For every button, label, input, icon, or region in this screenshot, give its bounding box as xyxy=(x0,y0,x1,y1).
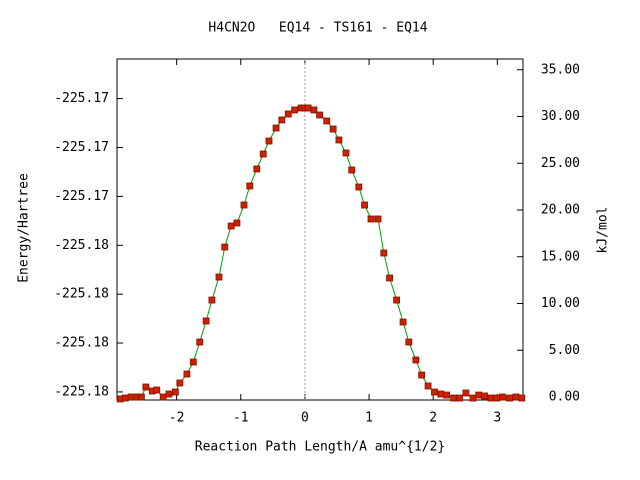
data-point xyxy=(418,371,426,379)
y-tick-label: -225.17 xyxy=(54,189,109,204)
x-tick-label: 2 xyxy=(429,411,437,426)
data-point xyxy=(291,106,299,114)
data-point xyxy=(412,356,420,364)
data-point xyxy=(323,117,331,125)
data-point xyxy=(284,110,292,118)
data-point xyxy=(487,394,495,402)
data-point xyxy=(127,393,135,401)
data-point xyxy=(374,215,382,223)
data-point xyxy=(499,393,506,401)
data-point xyxy=(512,393,520,401)
data-point xyxy=(153,386,161,394)
y2-axis-label: kJ/mol xyxy=(596,207,611,254)
data-point xyxy=(246,182,254,190)
y-tick-label: -225.18 xyxy=(54,384,109,399)
data-point xyxy=(399,318,407,326)
data-point xyxy=(183,370,191,378)
y2-tick-label: 15.00 xyxy=(541,249,580,264)
x-tick-label: -1 xyxy=(233,411,249,426)
data-point xyxy=(310,106,318,114)
chart-title: H4CN2O EQ14 - TS161 - EQ14 xyxy=(208,21,427,36)
y2-tick-label: 20.00 xyxy=(541,203,580,218)
x-axis-label: Reaction Path Length/A amu^{1/2} xyxy=(195,440,445,455)
data-point xyxy=(380,249,388,257)
data-point xyxy=(462,389,470,397)
x-tick-label: -2 xyxy=(169,411,185,426)
data-point xyxy=(431,388,438,396)
data-point xyxy=(367,215,375,223)
data-point xyxy=(424,382,432,390)
y-tick-label: -225.18 xyxy=(54,336,109,351)
data-point xyxy=(506,394,513,402)
data-point xyxy=(176,379,184,387)
y-tick-label: -225.18 xyxy=(54,238,109,253)
data-point xyxy=(142,383,150,391)
data-point xyxy=(386,274,393,282)
y2-tick-label: 0.00 xyxy=(549,390,580,405)
data-point xyxy=(227,222,235,230)
data-point xyxy=(278,116,286,124)
data-point xyxy=(355,183,363,191)
y2-tick-label: 25.00 xyxy=(541,156,580,171)
y-tick-label: -225.18 xyxy=(54,287,109,302)
data-point xyxy=(405,338,413,346)
data-point xyxy=(137,393,145,401)
data-point xyxy=(196,338,204,346)
data-point xyxy=(361,201,368,209)
data-point xyxy=(165,390,173,398)
data-point xyxy=(221,243,229,251)
data-point xyxy=(475,391,483,399)
data-point xyxy=(481,392,488,400)
data-point xyxy=(253,165,261,173)
data-point xyxy=(329,125,337,133)
data-point xyxy=(240,201,248,209)
y-tick-label: -225.17 xyxy=(54,91,109,106)
series-line xyxy=(120,107,522,400)
data-point xyxy=(171,388,179,396)
data-point xyxy=(208,296,216,304)
data-point xyxy=(335,136,343,144)
x-tick-label: 3 xyxy=(493,411,501,426)
plot-frame xyxy=(116,58,524,401)
data-point xyxy=(456,394,463,402)
data-point xyxy=(443,391,451,399)
data-point xyxy=(233,219,241,227)
data-point xyxy=(348,166,356,174)
data-point xyxy=(316,111,324,119)
x-tick-label: 1 xyxy=(365,411,373,426)
y2-tick-label: 35.00 xyxy=(541,62,580,77)
data-point xyxy=(215,273,223,281)
y-axis-label: Energy/Hartree xyxy=(17,173,32,283)
data-point xyxy=(121,394,129,402)
y2-tick-label: 5.00 xyxy=(549,343,580,358)
data-point xyxy=(469,394,477,402)
data-point xyxy=(342,149,350,157)
data-point xyxy=(159,393,167,401)
y2-tick-label: 30.00 xyxy=(541,109,580,124)
data-point xyxy=(272,124,280,132)
data-point xyxy=(265,137,273,145)
data-point xyxy=(518,394,526,402)
x-tick-label: 0 xyxy=(301,411,309,426)
data-point xyxy=(393,296,401,304)
data-point xyxy=(202,317,210,325)
data-point xyxy=(437,390,445,398)
y2-tick-label: 10.00 xyxy=(541,296,580,311)
data-point xyxy=(493,394,501,402)
data-point xyxy=(189,358,197,366)
data-point xyxy=(450,394,458,402)
y-tick-label: -225.17 xyxy=(54,140,109,155)
data-point xyxy=(304,104,312,112)
data-point xyxy=(259,150,267,158)
